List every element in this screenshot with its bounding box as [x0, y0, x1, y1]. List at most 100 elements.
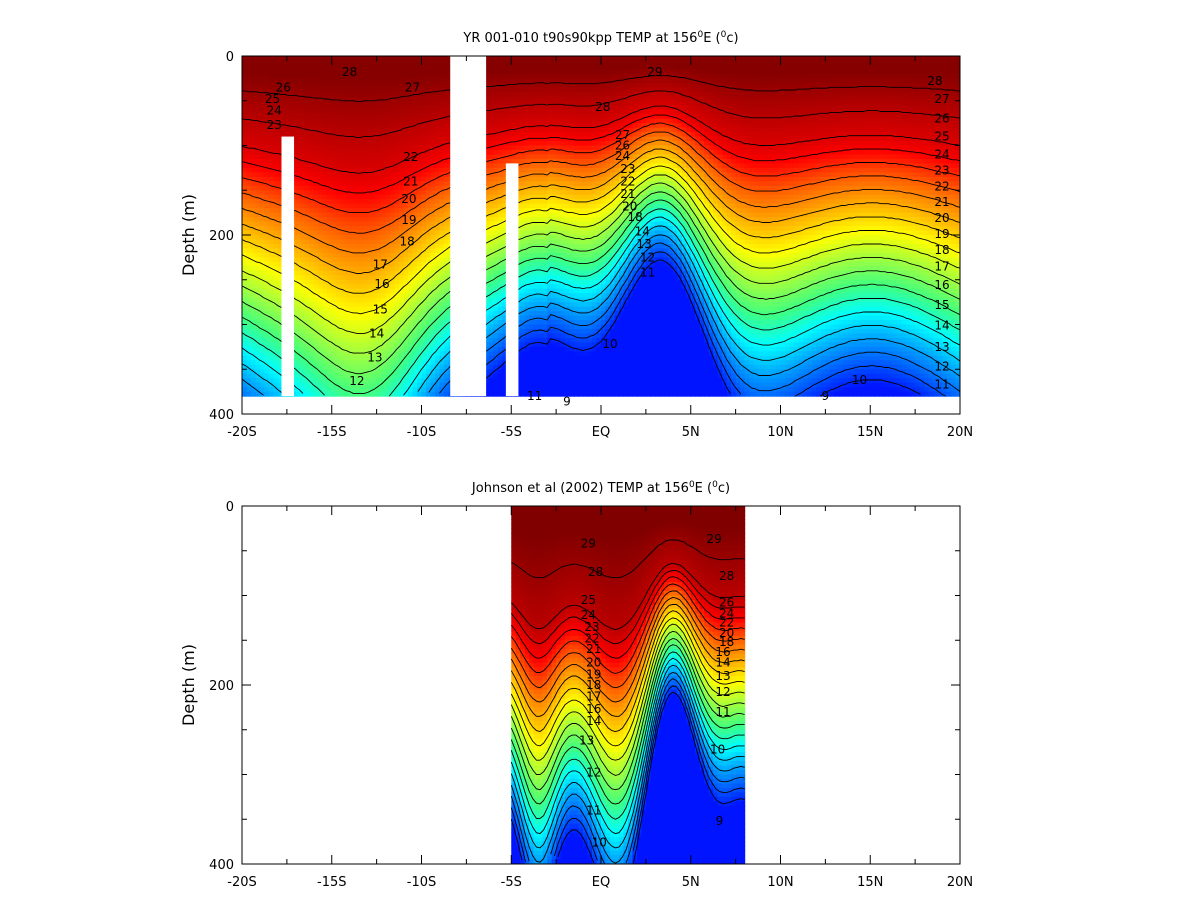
field-cell [336, 73, 342, 79]
field-cell [313, 100, 319, 106]
field-cell [412, 56, 418, 62]
field-cell [363, 346, 369, 352]
field-cell [408, 69, 414, 75]
field-cell [434, 87, 441, 93]
field-cell [497, 149, 503, 156]
field-cell [318, 226, 324, 232]
field-cell [376, 288, 382, 294]
field-cell [390, 105, 396, 111]
field-cell [358, 185, 364, 191]
field-cell [434, 302, 441, 308]
field-cell [354, 337, 360, 344]
field-cell [304, 382, 310, 388]
field-cell [381, 176, 387, 182]
field-cell [394, 118, 400, 124]
field-cell [336, 302, 342, 308]
field-cell [524, 235, 530, 241]
field-cell [331, 118, 337, 124]
field-cell [484, 105, 490, 111]
field-cell [313, 136, 319, 142]
field-cell [264, 364, 270, 370]
field-cell [250, 123, 257, 129]
field-cell [412, 382, 418, 388]
field-cell [349, 369, 355, 375]
field-cell [313, 141, 319, 147]
field-cell [318, 315, 324, 321]
field-cell [336, 118, 342, 124]
field-cell [304, 337, 310, 344]
field-cell [408, 127, 414, 133]
field-cell [488, 82, 494, 88]
field-cell [336, 163, 342, 169]
field-cell [336, 181, 342, 187]
field-cell [425, 78, 432, 84]
field-cell [322, 217, 328, 223]
field-cell [403, 145, 409, 151]
field-cell [273, 96, 279, 102]
field-cell [439, 266, 445, 272]
field-cell [524, 230, 530, 236]
field-cell [399, 73, 405, 79]
field-cell [376, 212, 382, 218]
field-cell [385, 105, 391, 111]
field-cell [255, 199, 261, 205]
field-cell [417, 324, 423, 330]
field-cell [524, 149, 530, 156]
field-cell [412, 279, 418, 285]
field-cell [349, 149, 355, 156]
field-cell [511, 145, 517, 151]
field-cell [322, 127, 328, 133]
field-cell [327, 176, 333, 182]
field-cell [363, 145, 369, 151]
field-cell [484, 270, 490, 276]
field-cell [340, 149, 346, 156]
field-cell [327, 288, 333, 294]
field-cell [273, 239, 279, 245]
field-cell [376, 378, 382, 384]
field-cell [394, 275, 400, 281]
field-cell [264, 217, 270, 223]
field-cell [376, 297, 382, 303]
field-cell [443, 315, 450, 321]
field-cell [515, 69, 521, 75]
field-cell [277, 60, 283, 66]
field-cell [524, 261, 530, 267]
field-cell [376, 257, 382, 263]
field-cell [408, 360, 414, 366]
field-cell [524, 239, 530, 245]
field-cell [273, 109, 279, 115]
field-cell [354, 172, 360, 178]
field-cell [399, 91, 405, 97]
field-cell [313, 293, 319, 299]
field-cell [242, 78, 248, 84]
field-cell [412, 181, 418, 187]
field-cell [345, 64, 351, 71]
field-cell [309, 87, 315, 93]
field-cell [417, 194, 423, 200]
field-cell [295, 56, 301, 62]
field-cell [434, 64, 441, 71]
field-cell [421, 136, 427, 142]
field-cell [242, 275, 248, 281]
field-cell [354, 56, 360, 62]
field-cell [363, 226, 369, 232]
field-cell [408, 261, 414, 267]
field-cell [493, 127, 499, 133]
field-cell [399, 342, 405, 348]
field-cell [327, 324, 333, 330]
field-cell [242, 132, 248, 138]
field-cell [394, 114, 400, 120]
field-cell [493, 284, 499, 290]
field-cell [367, 320, 373, 326]
field-cell [484, 346, 490, 352]
field-cell [242, 82, 248, 88]
field-cell [268, 360, 275, 366]
field-cell [533, 172, 539, 178]
field-cell [412, 230, 418, 236]
field-cell [318, 311, 324, 317]
field-cell [354, 199, 360, 205]
field-cell [318, 212, 324, 218]
field-cell [376, 284, 382, 290]
field-cell [277, 378, 283, 384]
field-cell [304, 248, 310, 254]
